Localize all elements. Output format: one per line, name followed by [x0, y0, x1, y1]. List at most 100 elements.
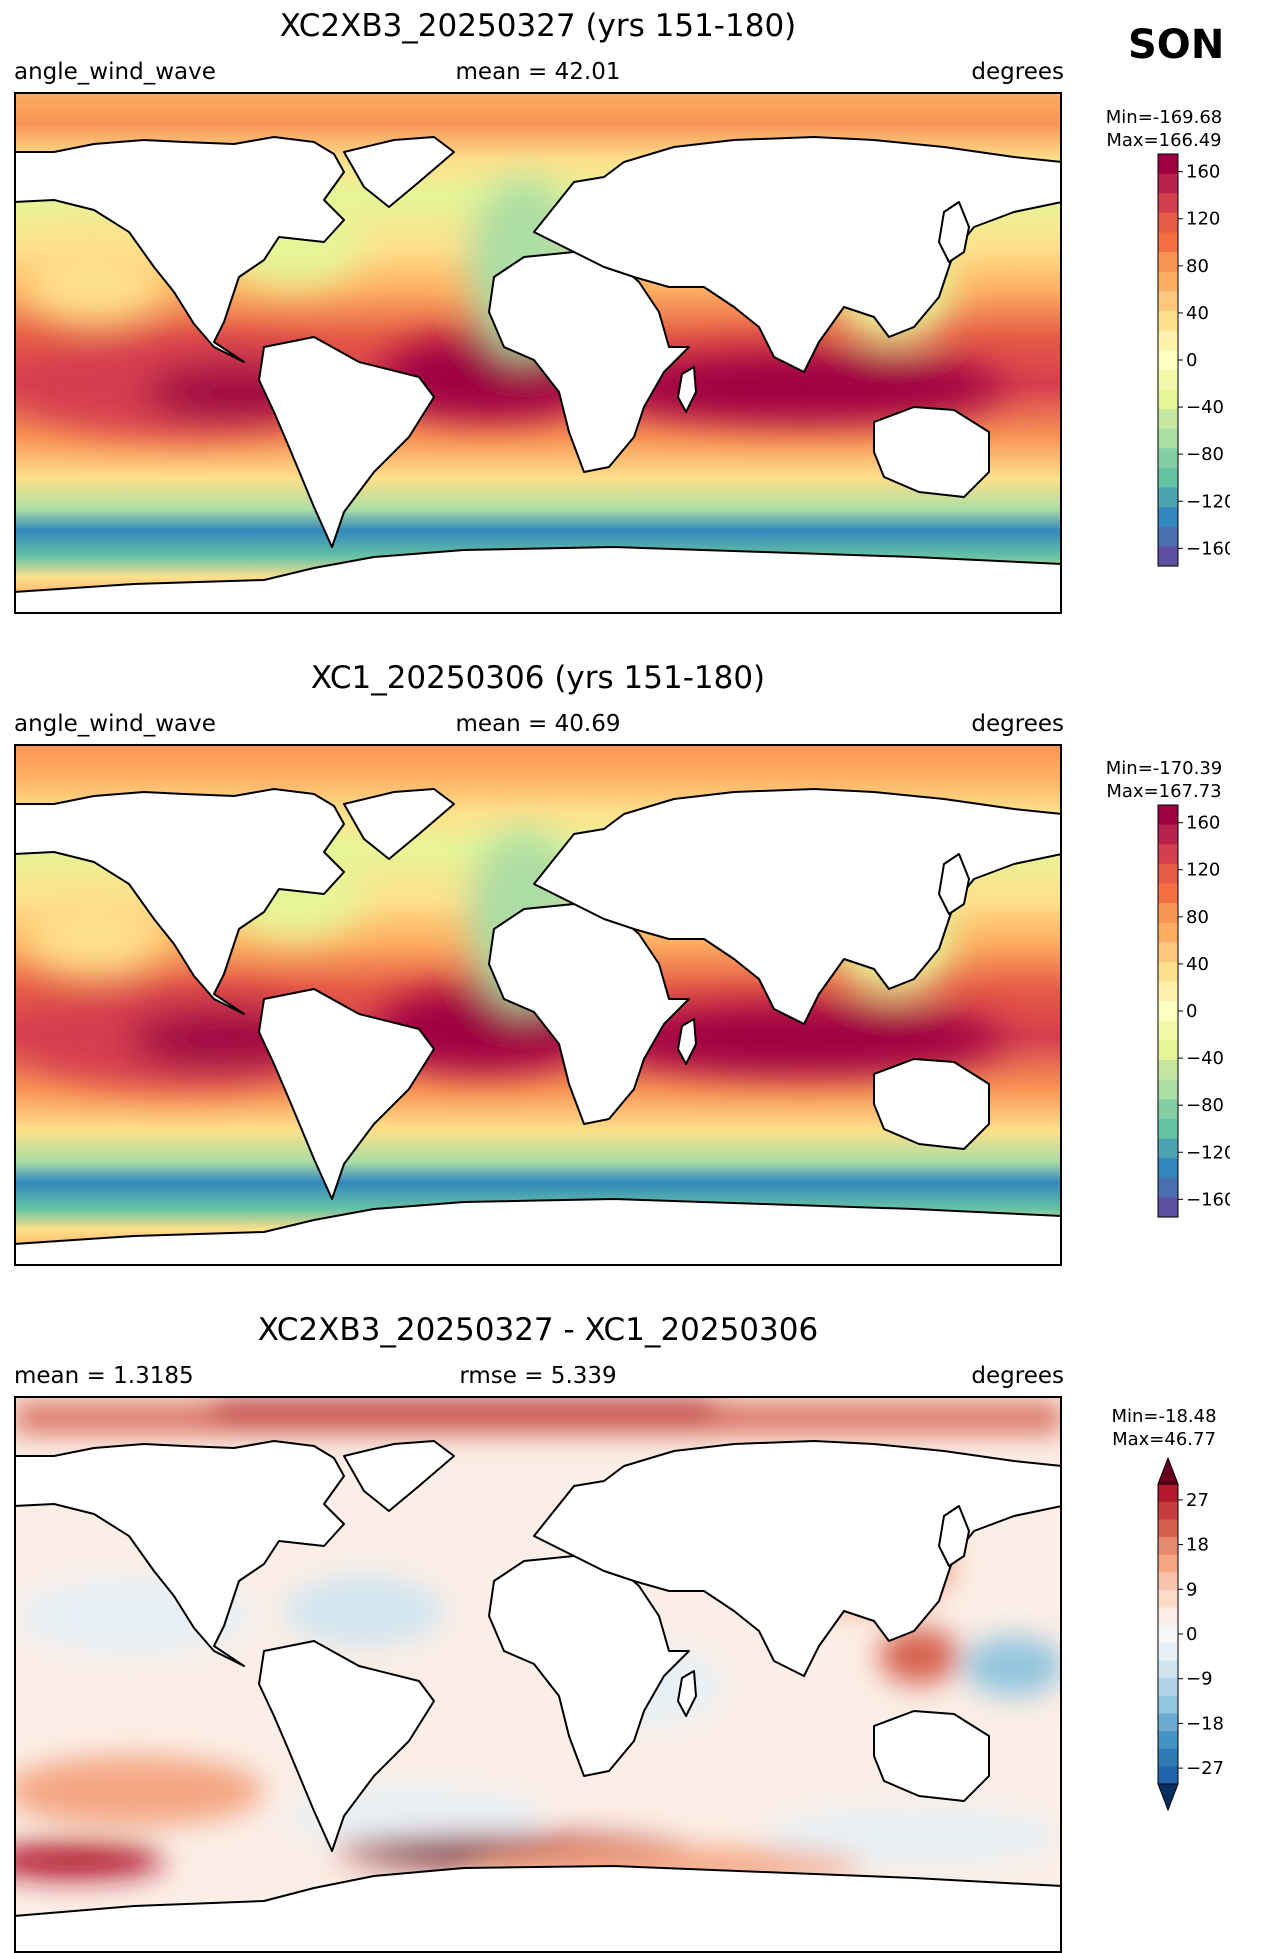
colorbar-tick-label: −80	[1186, 1095, 1224, 1116]
colorbar-segment	[1158, 389, 1178, 410]
colorbar-segment	[1158, 1748, 1178, 1767]
panel-1-units-label: degrees	[971, 59, 1064, 85]
colorbar-segment	[1158, 1678, 1178, 1697]
colorbar-segment	[1158, 1197, 1178, 1218]
colorbar-segment	[1158, 805, 1178, 826]
panel-3-min-label: Min=-18.48	[1111, 1406, 1217, 1427]
colorbar-tick-label: 18	[1186, 1535, 1209, 1556]
colorbar-segment	[1158, 1713, 1178, 1732]
colorbar-tick-label: 120	[1186, 209, 1220, 230]
panel-3-units-label: degrees	[971, 1363, 1064, 1389]
colorbar-tick-label: 9	[1186, 1579, 1197, 1600]
colorbar-tick-label: 0	[1186, 350, 1197, 371]
colorbar-segment	[1158, 1099, 1178, 1120]
colorbar-segment	[1158, 1060, 1178, 1081]
colorbar-tick-label: 160	[1186, 813, 1220, 834]
colorbar-segment	[1158, 1589, 1178, 1609]
colorbar-segment	[1158, 507, 1178, 528]
colorbar-tick-label: −160	[1186, 538, 1230, 559]
colorbar-segment	[1158, 212, 1178, 234]
colorbar-segment	[1158, 546, 1178, 567]
colorbar-segment	[1158, 863, 1178, 885]
colorbar-segment	[1158, 232, 1178, 253]
colorbar-segment	[1158, 350, 1178, 371]
colorbar-tick-label: −120	[1186, 491, 1230, 512]
colorbar-tick-label: −40	[1186, 397, 1224, 418]
panel-2-mean-label: mean = 40.69	[455, 711, 621, 737]
panel-3-colorbar: 27 18 9 0 −9 −18 −27	[1157, 1456, 1224, 1812]
colorbar-tick-label: 80	[1186, 256, 1209, 277]
colorbar-segment	[1158, 271, 1178, 292]
colorbar-tick-label: 27	[1186, 1490, 1209, 1511]
colorbar-segment	[1158, 1118, 1178, 1140]
colorbar-segment	[1158, 467, 1178, 489]
colorbar-tick-label: 40	[1186, 954, 1209, 975]
colorbar-extend-max	[1157, 1456, 1179, 1485]
colorbar-tick-label: −160	[1186, 1189, 1230, 1210]
panel-2-map	[14, 744, 1062, 1266]
colorbar-tick-label: 0	[1186, 1001, 1197, 1022]
colorbar-segment	[1158, 310, 1178, 332]
colorbar-segment	[1158, 1536, 1178, 1556]
colorbar-segment	[1158, 193, 1178, 214]
panel-2-max-label: Max=167.73	[1106, 781, 1222, 802]
colorbar-segment	[1158, 1554, 1178, 1573]
colorbar-tick-label: −27	[1186, 1758, 1224, 1779]
colorbar-segment	[1158, 1020, 1178, 1042]
colorbar-segment	[1158, 291, 1178, 312]
colorbar-segment	[1158, 154, 1178, 175]
colorbar-segment	[1158, 1519, 1178, 1538]
colorbar-segment	[1158, 448, 1178, 469]
panel-1-max-label: Max=166.49	[1106, 130, 1222, 151]
colorbar-segment	[1158, 1625, 1178, 1644]
panel-2-variable-label: angle_wind_wave	[14, 711, 216, 737]
panel-1-title: XC2XB3_20250327 (yrs 151-180)	[279, 8, 797, 44]
colorbar-tick-label: −80	[1186, 444, 1224, 465]
panel-1-map	[14, 92, 1062, 614]
colorbar-segment	[1158, 1766, 1178, 1785]
colorbar-segment	[1158, 1001, 1178, 1022]
colorbar-segment	[1158, 487, 1178, 508]
panel-1-min-label: Min=-169.68	[1105, 107, 1223, 128]
panel-1-variable-label: angle_wind_wave	[14, 59, 216, 85]
colorbar-segment	[1158, 330, 1178, 351]
panel-2-units-label: degrees	[971, 711, 1064, 737]
colorbar-segment	[1158, 883, 1178, 904]
panel-2-colorbar: 160 120 80 40 0 −40 −80 −120 −160	[1157, 804, 1230, 1218]
colorbar-segment	[1158, 173, 1178, 194]
colorbar-segment	[1158, 1607, 1178, 1626]
panel-1-mean-label: mean = 42.01	[455, 59, 621, 85]
panel-3-rmse-label: rmse = 5.339	[459, 1363, 617, 1389]
colorbar-segment	[1158, 1138, 1178, 1159]
panel-1-colorbar: 160 120 80 40 0 −40 −80 −120 −160	[1157, 153, 1230, 567]
colorbar-tick-label: 80	[1186, 907, 1209, 928]
colorbar-segment	[1158, 1572, 1178, 1591]
colorbar-segment	[1158, 1660, 1178, 1679]
colorbar-segment	[1158, 981, 1178, 1002]
colorbar-extend-min	[1157, 1783, 1179, 1812]
colorbar-tick-label: −40	[1186, 1048, 1224, 1069]
colorbar-segment	[1158, 961, 1178, 983]
colorbar-segment	[1158, 922, 1178, 943]
colorbar-segment	[1158, 1158, 1178, 1179]
colorbar-tick-label: 120	[1186, 860, 1220, 881]
colorbar-segment	[1158, 409, 1178, 430]
colorbar-tick-label: −9	[1186, 1669, 1213, 1690]
colorbar-segment	[1158, 526, 1178, 547]
colorbar-segment	[1158, 369, 1178, 391]
colorbar-segment	[1158, 1731, 1178, 1750]
panel-2-min-label: Min=-170.39	[1105, 758, 1223, 779]
panel-3-max-label: Max=46.77	[1112, 1429, 1216, 1450]
colorbar-segment	[1158, 1177, 1178, 1198]
panel-3-map	[14, 1396, 1062, 1953]
colorbar-segment	[1158, 1484, 1178, 1503]
colorbar-tick-label: −120	[1186, 1142, 1230, 1163]
colorbar-tick-label: 160	[1186, 162, 1220, 183]
colorbar-segment	[1158, 1079, 1178, 1100]
colorbar-segment	[1158, 844, 1178, 865]
colorbar-segment	[1158, 252, 1178, 273]
panel-3-mean-label: mean = 1.3185	[14, 1363, 194, 1389]
season-label: SON	[1128, 22, 1225, 68]
colorbar-segment	[1158, 1642, 1178, 1662]
panel-2-title: XC1_20250306 (yrs 151-180)	[310, 660, 766, 696]
